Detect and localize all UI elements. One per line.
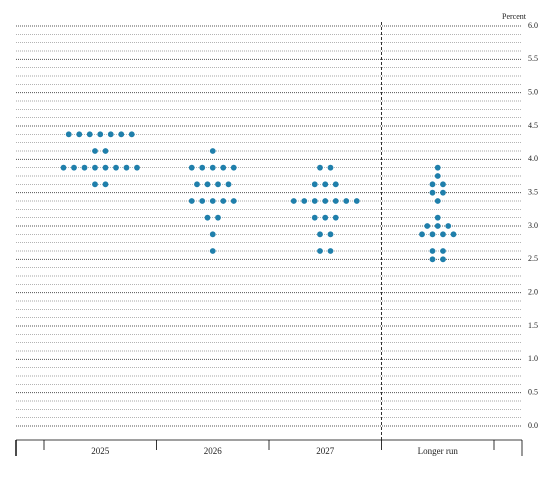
dot xyxy=(209,248,216,254)
dot xyxy=(220,198,227,204)
dot xyxy=(209,164,216,171)
dot xyxy=(440,231,446,238)
dot xyxy=(343,198,350,204)
dot xyxy=(434,214,441,221)
dot xyxy=(102,148,109,154)
dot xyxy=(65,131,72,138)
dot xyxy=(434,223,441,229)
dot xyxy=(440,189,446,196)
dot xyxy=(97,131,104,138)
dot xyxy=(225,181,232,188)
dot xyxy=(199,164,206,171)
dot xyxy=(322,214,329,221)
y-tick-label: 4.5 xyxy=(528,121,538,130)
y-tick-label: 2.5 xyxy=(528,254,538,263)
y-tick-label: 5.5 xyxy=(528,54,538,63)
dot xyxy=(92,164,98,171)
dot xyxy=(440,248,446,254)
dot xyxy=(204,181,211,188)
dot xyxy=(204,214,211,221)
dot xyxy=(134,164,140,171)
dot xyxy=(327,231,334,238)
dot xyxy=(220,164,227,171)
dot xyxy=(107,131,114,138)
dot xyxy=(429,231,436,238)
y-tick-label: 1.5 xyxy=(528,321,538,330)
dot xyxy=(215,181,221,188)
dot xyxy=(434,164,441,171)
dot xyxy=(327,164,334,171)
y-tick-label: 3.5 xyxy=(528,187,538,196)
dot xyxy=(71,164,77,171)
dot xyxy=(445,223,452,229)
dot xyxy=(209,231,216,238)
dot xyxy=(92,181,98,188)
dot xyxy=(332,181,339,188)
dot xyxy=(353,198,360,204)
dot xyxy=(434,173,441,179)
dot xyxy=(332,198,339,204)
y-tick-label: 0.5 xyxy=(528,387,538,396)
y-axis-label: Percent xyxy=(502,12,527,21)
dot xyxy=(199,198,206,204)
dot xyxy=(301,198,308,204)
dot xyxy=(118,131,125,138)
dot xyxy=(188,198,195,204)
y-tick-label: 0.0 xyxy=(528,421,538,430)
dot xyxy=(429,256,436,263)
dot xyxy=(419,231,425,238)
dot xyxy=(81,164,88,171)
dot xyxy=(60,164,67,171)
dot xyxy=(290,198,297,204)
dot xyxy=(76,131,83,138)
dot xyxy=(450,231,457,238)
dot xyxy=(209,198,216,204)
dot xyxy=(230,164,237,171)
dot xyxy=(322,198,329,204)
y-tick-label: 1.0 xyxy=(528,354,538,363)
dot xyxy=(424,223,431,229)
dot xyxy=(311,181,318,188)
dot xyxy=(215,214,221,221)
y-tick-label: 4.0 xyxy=(528,154,538,163)
dot xyxy=(317,164,323,171)
dot xyxy=(440,181,446,188)
dot xyxy=(317,248,323,254)
x-tick-label: 2026 xyxy=(204,446,223,456)
dot xyxy=(113,164,119,171)
dot xyxy=(327,248,334,254)
dot xyxy=(434,198,441,204)
dot xyxy=(429,181,436,188)
dot xyxy=(429,189,436,196)
y-tick-label: 2.0 xyxy=(528,287,538,296)
dot xyxy=(86,131,93,138)
dot xyxy=(92,148,98,154)
dot xyxy=(230,198,237,204)
dot xyxy=(311,198,318,204)
dot xyxy=(123,164,130,171)
dot xyxy=(194,181,200,188)
dot xyxy=(429,248,436,254)
dot xyxy=(440,256,446,263)
y-tick-label: 3.0 xyxy=(528,221,538,230)
dot xyxy=(332,214,339,221)
dot xyxy=(102,164,109,171)
dot xyxy=(102,181,109,188)
dot xyxy=(188,164,195,171)
dot xyxy=(311,214,318,221)
y-tick-label: 5.0 xyxy=(528,87,538,96)
x-tick-label: Longer run xyxy=(418,446,459,456)
dot xyxy=(322,181,329,188)
dot xyxy=(128,131,135,138)
y-tick-label: 6.0 xyxy=(528,21,538,30)
dot xyxy=(209,148,216,154)
x-tick-label: 2027 xyxy=(316,446,335,456)
x-tick-label: 2025 xyxy=(91,446,110,456)
dot xyxy=(317,231,323,238)
